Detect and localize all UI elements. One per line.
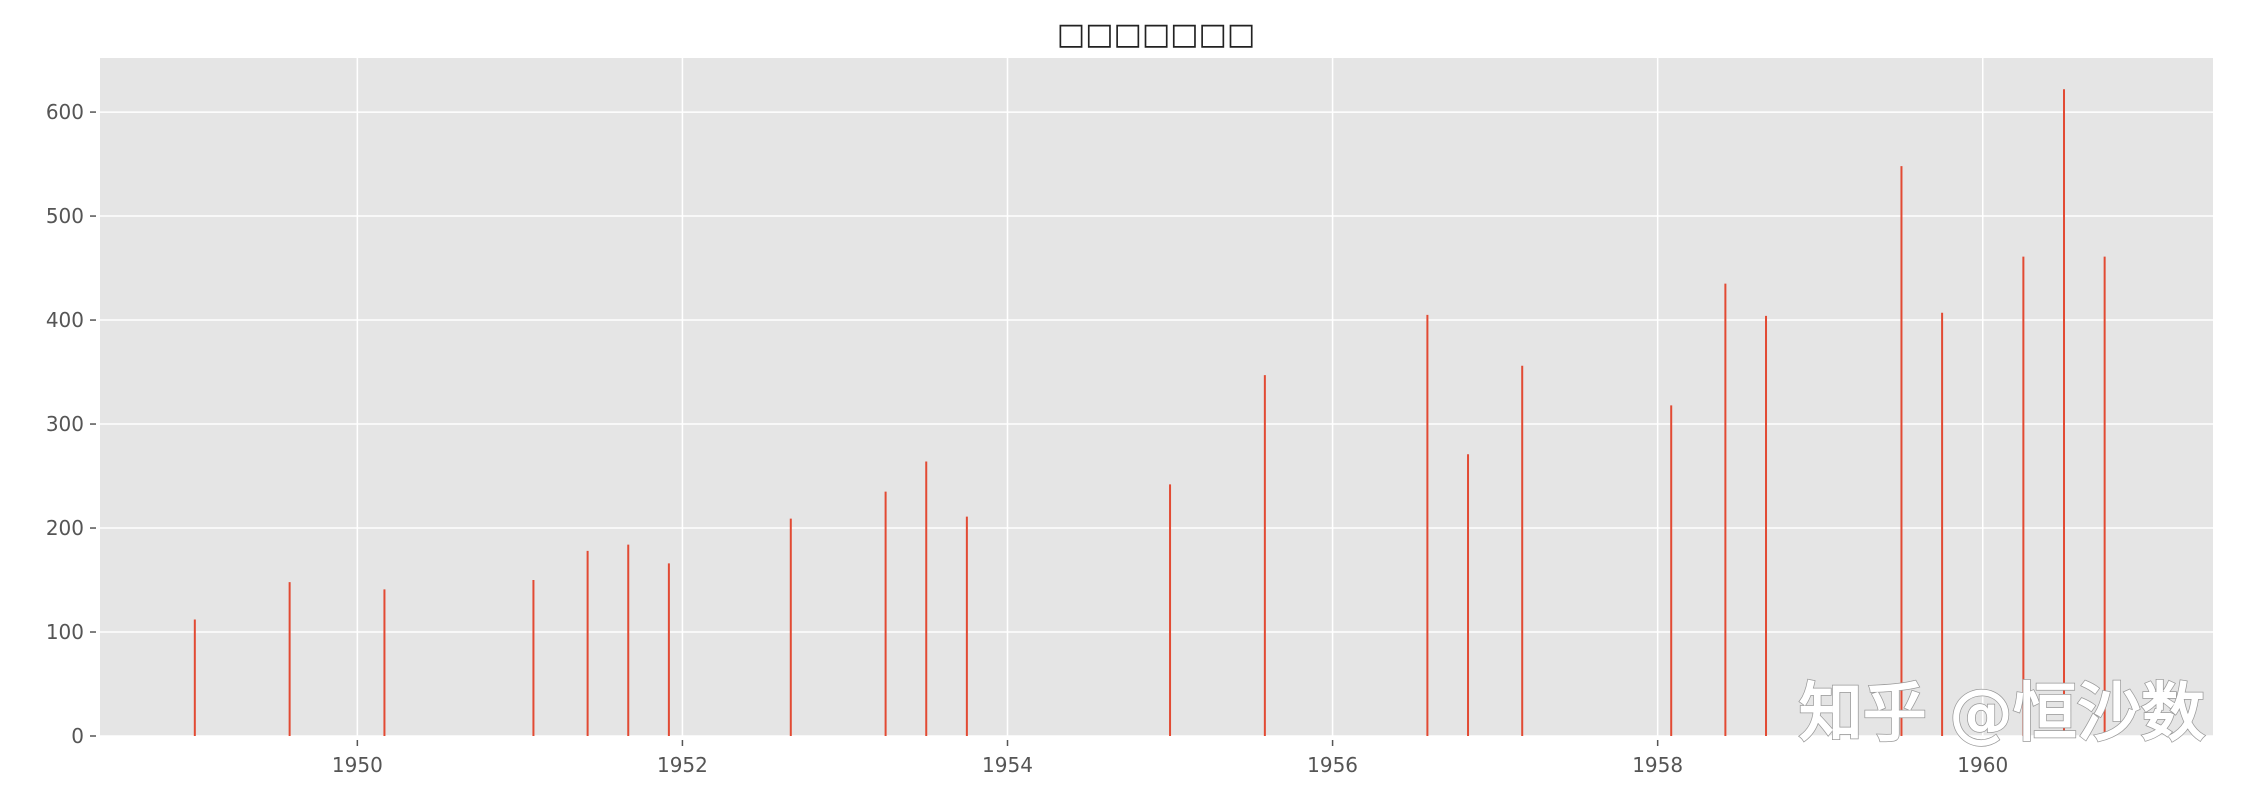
y-tick-label: 200 [46,516,84,540]
x-tick-label: 1952 [657,753,708,777]
y-tick-label: 400 [46,308,84,332]
y-axis: 0 100 200 300 400 500 600 [46,100,96,748]
x-tick-label: 1954 [982,753,1033,777]
x-tick-label: 1960 [1957,753,2008,777]
watermark: 知乎 @恒沙数 [1799,677,2205,751]
x-tick-label: 1956 [1307,753,1358,777]
plot-area [100,58,2213,736]
x-tick-label: 1958 [1632,753,1683,777]
y-tick-label: 300 [46,412,84,436]
x-tick-label: 1950 [332,753,383,777]
data-marks [193,89,2106,736]
grid [100,58,2213,737]
chart-title: □□□□□□□ [1057,17,1255,52]
y-tick-label: 100 [46,620,84,644]
y-tick-label: 500 [46,204,84,228]
y-tick-label: 600 [46,100,84,124]
y-tick-label: 0 [71,724,84,748]
x-axis: 1950 1952 1954 1956 1958 1960 [332,740,2008,777]
